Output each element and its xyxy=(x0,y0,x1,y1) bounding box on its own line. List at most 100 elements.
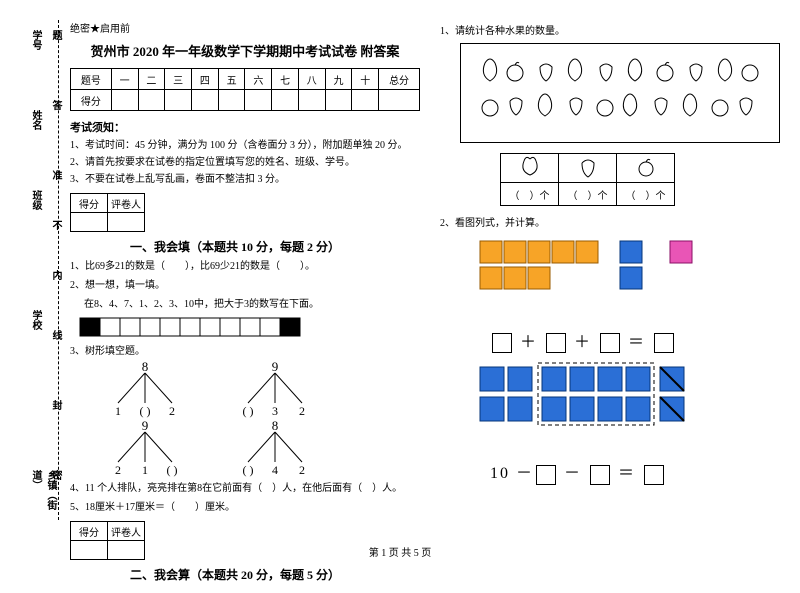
score-cell xyxy=(352,90,379,111)
score-value-row: 得分 xyxy=(71,90,420,111)
tree-3-icon: 9 2 1 ( ) xyxy=(100,422,190,477)
instruction-2: 2、请首先按要求在试卷的指定位置填写您的姓名、班级、学号。 xyxy=(70,156,420,170)
section-2-title: 二、我会算（本题共 20 分，每题 5 分） xyxy=(130,568,340,582)
svg-text:9: 9 xyxy=(272,359,279,374)
tree-row-1: 8 1 ( ) 2 9 ( ) 3 2 xyxy=(100,363,420,418)
score-h4: 四 xyxy=(192,69,219,90)
section-1-title: 一、我会填（本题共 10 分，每题 2 分） xyxy=(130,240,340,254)
equation-2: 10 － － ＝ xyxy=(490,459,790,484)
score-table: 题号 一 二 三 四 五 六 七 八 九 十 总分 得分 xyxy=(70,68,420,111)
score-cell xyxy=(379,90,420,111)
score-cell xyxy=(138,90,165,111)
score-cell xyxy=(272,90,299,111)
score-h0: 题号 xyxy=(71,69,112,90)
margin-label-id: 学号 xyxy=(28,30,43,50)
score-h2: 二 xyxy=(138,69,165,90)
blank-box xyxy=(644,465,664,485)
seal-char-8: 密 xyxy=(48,470,63,480)
seal-char-1: 题 xyxy=(48,30,63,40)
score-cell xyxy=(245,90,272,111)
count-cell: （ ）个 xyxy=(501,183,559,206)
cubes-group-2-icon xyxy=(480,367,760,442)
score-cell xyxy=(165,90,192,111)
question-2-sub: 在8、4、7、1、2、3、10中，把大于3的数写在下面。 xyxy=(84,297,420,312)
eq2-prefix: 10 － xyxy=(490,465,534,482)
page-footer: 第 1 页 共 5 页 xyxy=(0,544,800,559)
fruits-icon xyxy=(470,53,770,133)
seal-char-2: 答 xyxy=(48,100,63,110)
blank-box xyxy=(590,465,610,485)
svg-text:( ): ( ) xyxy=(167,463,178,477)
binding-margin: 学号 姓名 班级 学校 乡镇（街道） 题 答 准 不 内 线 封 密 xyxy=(8,20,59,520)
score-cell xyxy=(218,90,245,111)
score-h10: 十 xyxy=(352,69,379,90)
confidential-label: 绝密★启用前 xyxy=(70,20,420,35)
score-cell xyxy=(192,90,219,111)
score-h6: 六 xyxy=(245,69,272,90)
seal-char-6: 线 xyxy=(48,330,63,340)
page-content: 绝密★启用前 贺州市 2020 年一年级数学下学期期中考试试卷 附答案 题号 一… xyxy=(0,0,800,593)
margin-label-class: 班级 xyxy=(28,190,43,210)
svg-text:8: 8 xyxy=(142,359,149,374)
mini-score-blank xyxy=(71,213,108,232)
calc-area: ＋ ＋ ＝ 10 － － ＝ xyxy=(480,241,790,485)
blank-box xyxy=(536,465,556,485)
svg-text:( ): ( ) xyxy=(243,463,254,477)
mini-score-c1: 得分 xyxy=(71,194,108,213)
score-cell xyxy=(325,90,352,111)
svg-text:( ): ( ) xyxy=(140,404,151,418)
count-cell: （ ）个 xyxy=(617,183,675,206)
tree-row-2: 9 2 1 ( ) 8 ( ) 4 2 xyxy=(100,422,420,477)
tree-1-icon: 8 1 ( ) 2 xyxy=(100,363,190,418)
svg-text:1: 1 xyxy=(142,463,148,477)
svg-text:3: 3 xyxy=(272,404,278,418)
score-h9: 九 xyxy=(325,69,352,90)
question-5: 5、18厘米＋17厘米＝（ ）厘米。 xyxy=(70,500,420,515)
answer-boxes xyxy=(70,316,420,340)
margin-label-school: 学校 xyxy=(28,310,43,330)
right-column: 1、请统计各种水果的数量。 xyxy=(440,20,790,583)
seal-char-5: 内 xyxy=(48,270,63,280)
equation-1: ＋ ＋ ＝ xyxy=(490,328,790,353)
instructions-heading: 考试须知： xyxy=(70,119,420,135)
tree-4-icon: 8 ( ) 4 2 xyxy=(230,422,320,477)
score-h1: 一 xyxy=(111,69,138,90)
count-cell: （ ）个 xyxy=(559,183,617,206)
pear-icon-cell xyxy=(501,154,559,183)
score-h8: 八 xyxy=(298,69,325,90)
blank-box xyxy=(600,333,620,353)
left-column: 绝密★启用前 贺州市 2020 年一年级数学下学期期中考试试卷 附答案 题号 一… xyxy=(10,20,420,583)
question-3: 3、树形填空题。 xyxy=(70,344,420,359)
score-h7: 七 xyxy=(272,69,299,90)
strawberry-icon-cell xyxy=(559,154,617,183)
blank-box xyxy=(546,333,566,353)
seal-char-3: 准 xyxy=(48,170,63,180)
fruit-box xyxy=(460,43,780,143)
question-4: 4、11 个人排队，亮亮排在第8在它前面有（ ）人，在他后面有（ ）人。 xyxy=(70,481,420,496)
mini-score-blank xyxy=(108,213,145,232)
svg-text:2: 2 xyxy=(299,404,305,418)
margin-label-name: 姓名 xyxy=(28,110,43,130)
svg-text:9: 9 xyxy=(142,418,149,433)
svg-text:( ): ( ) xyxy=(243,404,254,418)
seal-char-4: 不 xyxy=(48,220,63,230)
score-h3: 三 xyxy=(165,69,192,90)
exam-title: 贺州市 2020 年一年级数学下学期期中考试试卷 附答案 xyxy=(70,41,420,60)
cubes-group-1-icon xyxy=(480,241,740,311)
seal-char-7: 封 xyxy=(48,400,63,410)
score-cell xyxy=(298,90,325,111)
question-2: 2、想一想，填一填。 xyxy=(70,278,420,293)
mini-score-c1: 得分 xyxy=(71,522,108,541)
mini-score-c2: 评卷人 xyxy=(108,522,145,541)
strawberry-icon xyxy=(579,157,597,177)
score-h5: 五 xyxy=(218,69,245,90)
score-row-label: 得分 xyxy=(71,90,112,111)
mini-score-c2: 评卷人 xyxy=(108,194,145,213)
mini-score-table-1: 得分评卷人 xyxy=(70,193,145,232)
blank-box xyxy=(654,333,674,353)
instruction-1: 1、考试时间：45 分钟，满分为 100 分（含卷面分 3 分），附加题单独 2… xyxy=(70,139,420,153)
blank-box xyxy=(492,333,512,353)
instruction-3: 3、不要在试卷上乱写乱画，卷面不整洁扣 3 分。 xyxy=(70,173,420,187)
svg-text:4: 4 xyxy=(272,463,278,477)
fruit-count-table: （ ）个 （ ）个 （ ）个 xyxy=(500,153,675,206)
